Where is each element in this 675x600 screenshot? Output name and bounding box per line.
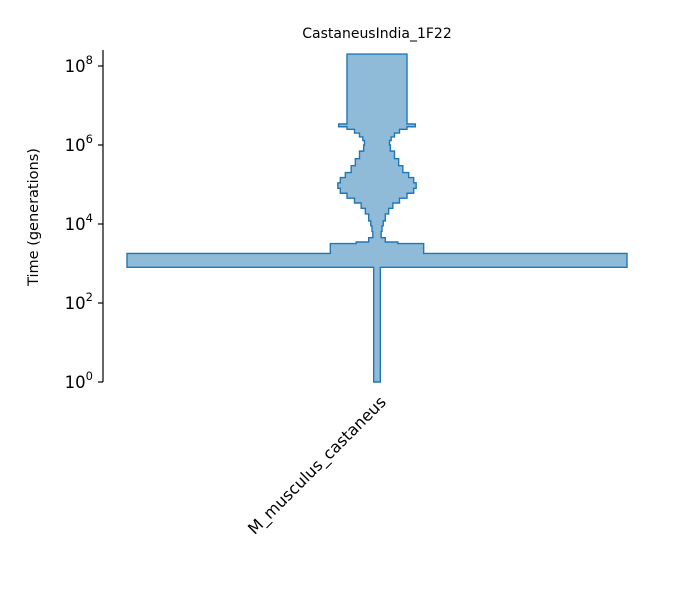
y-tick-label-exponent: 4 xyxy=(86,211,93,225)
y-tick-label-base: 10 xyxy=(65,373,86,392)
y-tick-label: 100 xyxy=(65,369,93,392)
y-axis-label: Time (generations) xyxy=(26,148,42,287)
y-tick-label: 102 xyxy=(65,290,93,313)
y-tick-label-base: 10 xyxy=(65,294,86,313)
y-tick-label-exponent: 6 xyxy=(86,132,93,146)
y-tick-label: 106 xyxy=(65,132,93,155)
y-tick-label-exponent: 8 xyxy=(86,53,93,67)
y-tick-label-base: 10 xyxy=(65,215,86,234)
plot-area xyxy=(126,53,628,383)
deme-size-shape xyxy=(126,53,628,383)
y-tick-label: 108 xyxy=(65,53,93,76)
y-tick-label-base: 10 xyxy=(65,57,86,76)
y-tick-label: 104 xyxy=(65,211,93,234)
y-tick-label-exponent: 0 xyxy=(86,369,93,383)
x-axis: M_musculus_castaneus xyxy=(244,392,391,539)
y-tick-label-exponent: 2 xyxy=(86,290,93,304)
x-category-label: M_musculus_castaneus xyxy=(244,392,391,539)
y-tick-label-base: 10 xyxy=(65,136,86,155)
chart-title: CastaneusIndia_1F22 xyxy=(302,26,452,42)
